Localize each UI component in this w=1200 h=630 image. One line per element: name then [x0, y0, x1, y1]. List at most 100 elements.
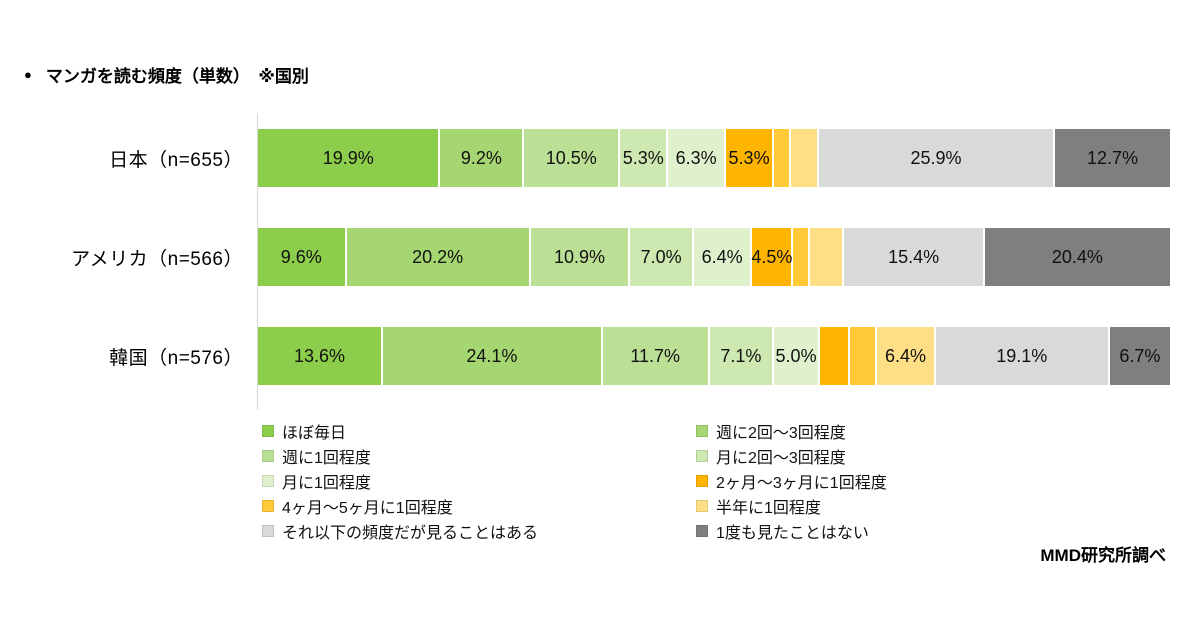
legend-label: それ以下の頻度だが見ることはある	[282, 524, 539, 542]
segment-value-label: 6.3%	[675, 147, 717, 168]
segment-value-label: 15.4%	[888, 246, 940, 267]
bar-segment	[792, 228, 809, 286]
bar-segment: 7.1%	[708, 327, 774, 385]
segment-value-label: 19.1%	[996, 345, 1048, 366]
bar-segment: 4.5%	[751, 228, 793, 286]
legend-item: 週に1回程度	[262, 445, 696, 467]
bar-segment	[848, 327, 877, 385]
legend-label: 週に1回程度	[282, 449, 371, 467]
legend-label: 4ヶ月～5ヶ月に1回程度	[282, 499, 453, 517]
segment-value-label: 7.0%	[640, 246, 682, 267]
legend-item: 1度も見たことはない	[696, 520, 887, 542]
segment-value-label: 20.4%	[1051, 246, 1103, 267]
bar-track: 13.6% 24.1% 11.7% 7.1% 5.0% 6.4% 19.1% 6.7%	[258, 327, 1170, 385]
bar-segment: 6.7%	[1108, 327, 1170, 385]
legend-swatch-icon	[696, 499, 708, 512]
category-label: 韓国（n=576）	[109, 347, 243, 369]
segment-value-label: 7.1%	[720, 345, 762, 366]
legend-item: ほぼ毎日	[262, 420, 696, 442]
bar-segment: 24.1%	[382, 327, 602, 385]
bullet-icon: ●	[24, 67, 32, 82]
bar-segment: 5.0%	[773, 327, 819, 385]
legend-swatch-icon	[696, 524, 708, 537]
legend-label: ほぼ毎日	[282, 424, 347, 442]
legend-swatch-icon	[696, 424, 708, 437]
legend-item: 4ヶ月～5ヶ月に1回程度	[262, 495, 696, 517]
segment-value-label: 9.2%	[460, 147, 502, 168]
source-credit: MMD研究所調べ	[1040, 546, 1166, 565]
legend-swatch-icon	[262, 474, 274, 487]
bar-segment: 20.2%	[345, 228, 530, 286]
bar-segment: 10.5%	[523, 129, 620, 187]
legend-item: それ以下の頻度だが見ることはある	[262, 520, 696, 542]
segment-value-label: 25.9%	[910, 147, 962, 168]
bar-segment: 19.9%	[258, 129, 440, 187]
bar-segment: 10.9%	[529, 228, 630, 286]
legend: ほぼ毎日 週に2回～3回程度週に1回程度 月に2回～3回程度月に1回程度 2ヶ月～3ヶ…	[262, 420, 887, 542]
segment-value-label: 9.6%	[280, 246, 322, 267]
bar-segment: 13.6%	[258, 327, 383, 385]
bar-segment: 9.2%	[439, 129, 524, 187]
legend-swatch-icon	[262, 499, 274, 512]
legend-label: 週に2回～3回程度	[716, 424, 846, 442]
legend-item: 2ヶ月～3ヶ月に1回程度	[696, 470, 887, 492]
y-axis-line	[257, 113, 258, 410]
legend-swatch-icon	[696, 474, 708, 487]
legend-label: 月に2回～3回程度	[716, 449, 846, 467]
segment-value-label: 4.5%	[751, 246, 793, 267]
bar-segment: 20.4%	[983, 228, 1170, 286]
segment-value-label: 5.0%	[775, 345, 817, 366]
bar-segment	[789, 129, 818, 187]
segment-value-label: 20.2%	[412, 246, 464, 267]
segment-value-label: 13.6%	[293, 345, 346, 366]
segment-value-label: 24.1%	[466, 345, 518, 366]
bar-segment: 5.3%	[724, 129, 774, 187]
segment-value-label: 11.7%	[630, 345, 681, 366]
bar-segment: 25.9%	[817, 129, 1055, 187]
legend-item: 週に2回～3回程度	[696, 420, 887, 442]
bar-segment	[808, 228, 844, 286]
segment-value-label: 6.4%	[701, 246, 743, 267]
bar-row: 韓国（n=576） 13.6% 24.1% 11.7% 7.1% 5.0% 6.4% 19.1…	[0, 327, 1200, 385]
category-label: 日本（n=655）	[109, 149, 243, 171]
legend-label: 半年に1回程度	[716, 499, 821, 517]
category-label: アメリカ（n=566）	[71, 248, 243, 270]
segment-value-label: 6.7%	[1119, 345, 1161, 366]
bar-segment: 6.4%	[876, 327, 935, 385]
bar-segment: 12.7%	[1054, 129, 1170, 187]
segment-value-label: 10.5%	[545, 147, 597, 168]
legend-label: 1度も見たことはない	[716, 524, 869, 542]
legend-swatch-icon	[262, 424, 274, 437]
legend-label: 月に1回程度	[282, 474, 371, 492]
legend-item: 月に2回～3回程度	[696, 445, 887, 467]
segment-value-label: 10.9%	[553, 246, 605, 267]
bar-segment: 6.3%	[667, 129, 725, 187]
bar-segment	[773, 129, 790, 187]
segment-value-label: 12.7%	[1086, 147, 1139, 168]
bar-segment: 15.4%	[843, 228, 984, 286]
bar-segment: 7.0%	[629, 228, 693, 286]
chart-title-row: ● マンガを読む頻度（単数） ※国別	[24, 62, 309, 87]
segment-value-label: 6.4%	[884, 345, 926, 366]
legend-item: 半年に1回程度	[696, 495, 887, 517]
bar-segment	[818, 327, 849, 385]
segment-value-label: 5.3%	[622, 147, 664, 168]
legend-swatch-icon	[262, 524, 274, 537]
bar-track: 9.6% 20.2% 10.9% 7.0% 6.4% 4.5% 15.4% 20.4%	[258, 228, 1170, 286]
legend-swatch-icon	[262, 449, 274, 462]
bar-row: 日本（n=655） 19.9% 9.2% 10.5% 5.3% 6.3% 5.3% 25.9%…	[0, 129, 1200, 187]
legend-item: 月に1回程度	[262, 470, 696, 492]
bar-track: 19.9% 9.2% 10.5% 5.3% 6.3% 5.3% 25.9% 12.7%	[258, 129, 1170, 187]
segment-value-label: 19.9%	[322, 147, 374, 168]
page-title: マンガを読む頻度（単数） ※国別	[45, 67, 309, 86]
bar-segment: 6.4%	[693, 228, 752, 286]
bar-segment: 5.3%	[619, 129, 668, 187]
legend-swatch-icon	[696, 449, 708, 462]
bar-segment: 11.7%	[601, 327, 709, 385]
legend-label: 2ヶ月～3ヶ月に1回程度	[716, 474, 887, 492]
bar-row: アメリカ（n=566） 9.6% 20.2% 10.9% 7.0% 6.4% 4.5% 15.…	[0, 228, 1200, 286]
bar-segment: 9.6%	[258, 228, 346, 286]
bar-segment: 19.1%	[934, 327, 1109, 385]
segment-value-label: 5.3%	[728, 147, 770, 168]
